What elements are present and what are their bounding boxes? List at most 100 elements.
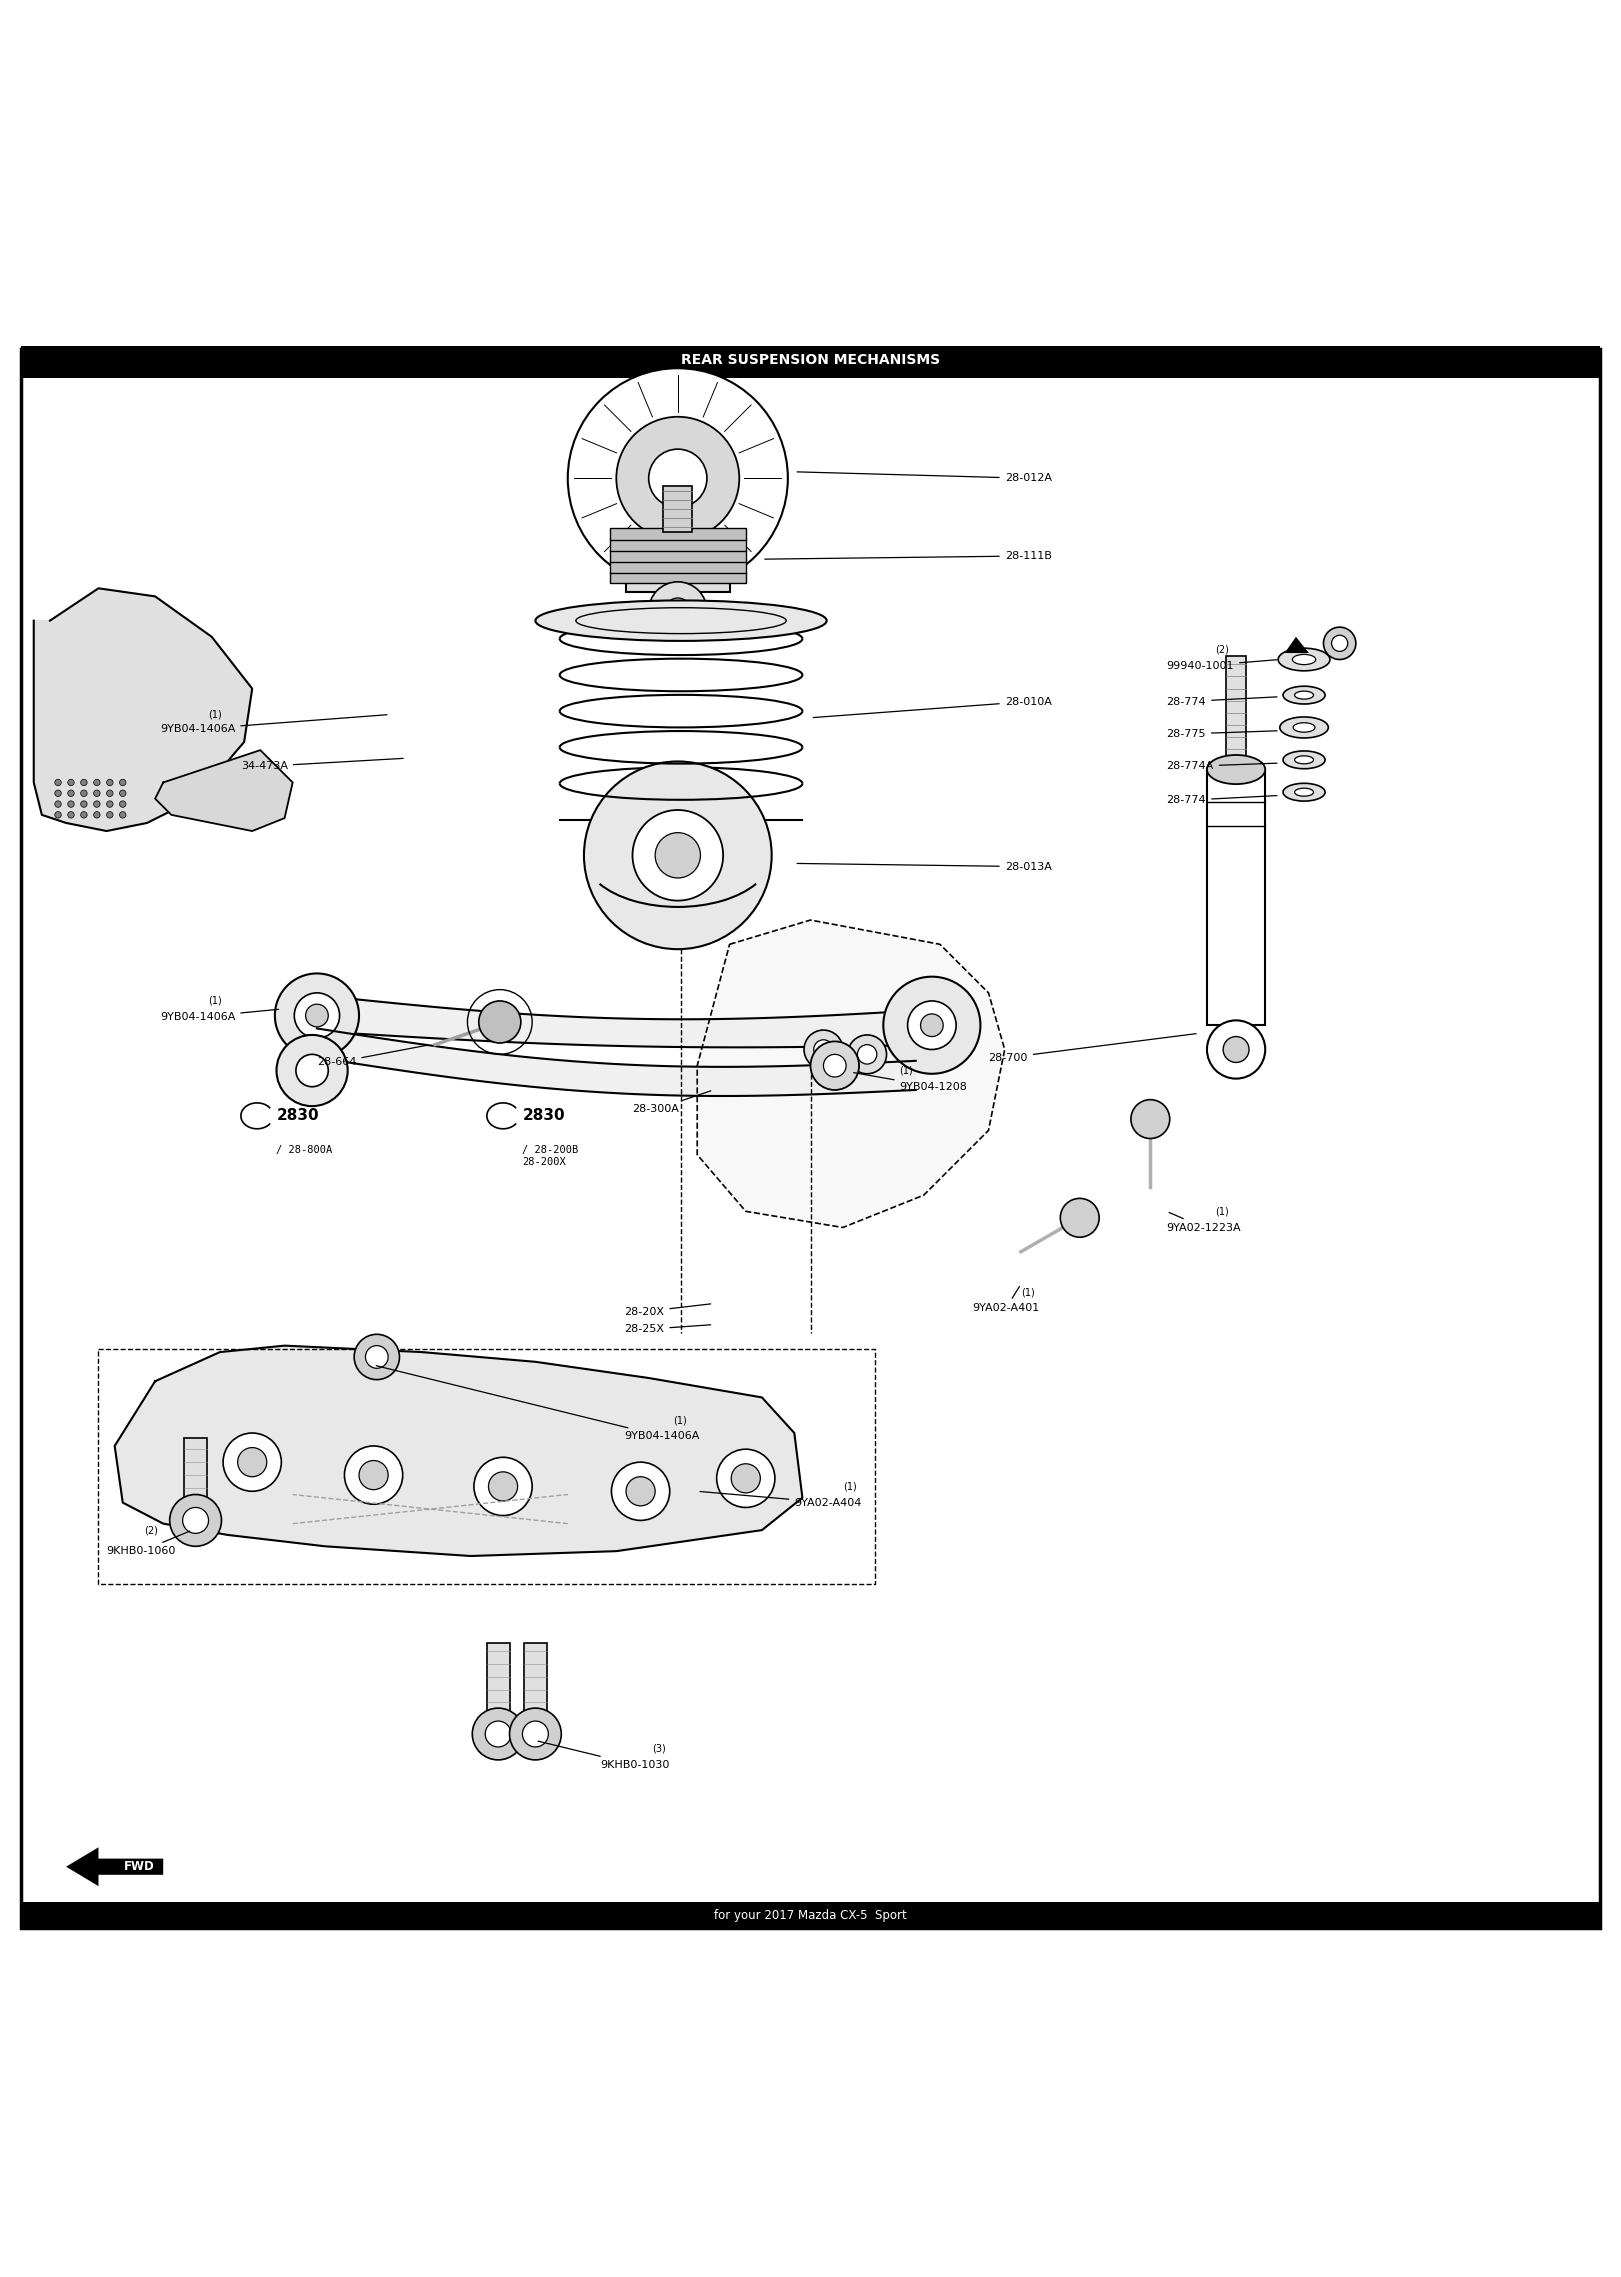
Text: (3): (3)	[652, 1744, 666, 1753]
Circle shape	[81, 802, 88, 808]
Text: 34-473A: 34-473A	[242, 758, 404, 772]
Circle shape	[908, 1002, 956, 1050]
Circle shape	[365, 1346, 387, 1368]
Circle shape	[120, 802, 126, 808]
Text: (1): (1)	[673, 1414, 687, 1425]
FancyBboxPatch shape	[524, 1644, 546, 1733]
Circle shape	[848, 1036, 887, 1075]
Circle shape	[1060, 1198, 1099, 1236]
Text: 28-664: 28-664	[318, 1045, 428, 1068]
Circle shape	[648, 583, 707, 640]
Polygon shape	[1284, 638, 1308, 653]
Circle shape	[648, 449, 707, 508]
Text: 28-013A: 28-013A	[798, 861, 1052, 872]
Circle shape	[344, 1446, 402, 1505]
FancyBboxPatch shape	[21, 348, 1600, 1929]
Text: 28-774: 28-774	[1167, 697, 1277, 706]
Text: / 28-800A: / 28-800A	[277, 1145, 332, 1154]
Circle shape	[107, 779, 113, 786]
Circle shape	[478, 1002, 520, 1043]
Text: 28-775: 28-775	[1167, 729, 1277, 740]
Ellipse shape	[1292, 653, 1316, 665]
Circle shape	[94, 802, 101, 808]
Circle shape	[810, 1041, 859, 1091]
Circle shape	[94, 790, 101, 797]
Text: (1): (1)	[1021, 1287, 1034, 1298]
FancyBboxPatch shape	[21, 346, 1600, 378]
Circle shape	[94, 779, 101, 786]
Text: 99940-1001: 99940-1001	[1167, 660, 1277, 672]
Polygon shape	[115, 1346, 802, 1555]
Polygon shape	[326, 995, 940, 1047]
FancyBboxPatch shape	[609, 560, 746, 572]
Circle shape	[81, 790, 88, 797]
FancyBboxPatch shape	[609, 572, 746, 583]
Circle shape	[632, 811, 723, 902]
Text: 9KHB0-1060: 9KHB0-1060	[107, 1530, 190, 1555]
Text: 28-20X: 28-20X	[624, 1305, 710, 1316]
Ellipse shape	[1295, 756, 1313, 763]
Circle shape	[68, 811, 75, 817]
Circle shape	[616, 417, 739, 540]
Text: 9YB04-1406A: 9YB04-1406A	[160, 715, 387, 733]
Text: 9YA02-1223A: 9YA02-1223A	[1167, 1211, 1242, 1232]
Text: 9YA02-A404: 9YA02-A404	[700, 1491, 862, 1507]
Circle shape	[473, 1457, 532, 1516]
Polygon shape	[156, 749, 293, 831]
Text: 28-111B: 28-111B	[765, 551, 1052, 560]
FancyBboxPatch shape	[486, 1644, 509, 1733]
Circle shape	[81, 811, 88, 817]
Text: REAR SUSPENSION MECHANISMS: REAR SUSPENSION MECHANISMS	[681, 353, 940, 367]
Circle shape	[485, 1721, 511, 1746]
Text: 28-012A: 28-012A	[798, 471, 1052, 483]
Text: (2): (2)	[1216, 644, 1229, 656]
FancyBboxPatch shape	[609, 540, 746, 551]
Text: / 28-200B
28-200X: / 28-200B 28-200X	[522, 1145, 579, 1166]
Text: (1): (1)	[843, 1482, 856, 1491]
Circle shape	[472, 1708, 524, 1760]
FancyBboxPatch shape	[609, 528, 746, 540]
Text: 9YB04-1208: 9YB04-1208	[854, 1072, 968, 1091]
Polygon shape	[66, 1847, 164, 1885]
Ellipse shape	[1282, 783, 1324, 802]
Circle shape	[120, 790, 126, 797]
Polygon shape	[318, 1029, 916, 1095]
Circle shape	[107, 811, 113, 817]
Circle shape	[731, 1464, 760, 1494]
Circle shape	[1323, 626, 1355, 660]
Ellipse shape	[535, 601, 827, 640]
Circle shape	[277, 1036, 347, 1107]
Circle shape	[238, 1448, 267, 1478]
Circle shape	[823, 1054, 846, 1077]
Text: 2830: 2830	[277, 1109, 319, 1123]
Circle shape	[68, 779, 75, 786]
Text: 28-25X: 28-25X	[624, 1325, 710, 1334]
FancyBboxPatch shape	[1208, 770, 1266, 1025]
Polygon shape	[34, 587, 253, 831]
Circle shape	[55, 802, 62, 808]
Text: 9YB04-1406A: 9YB04-1406A	[160, 1009, 279, 1022]
FancyBboxPatch shape	[609, 551, 746, 562]
Text: 28-700: 28-700	[989, 1034, 1196, 1063]
Ellipse shape	[1282, 751, 1324, 770]
Circle shape	[1131, 1100, 1170, 1138]
Circle shape	[921, 1013, 943, 1036]
Ellipse shape	[1281, 717, 1328, 738]
Circle shape	[81, 779, 88, 786]
Circle shape	[353, 1334, 399, 1380]
Circle shape	[584, 761, 772, 950]
Circle shape	[522, 1721, 548, 1746]
Circle shape	[626, 1478, 655, 1505]
Text: 9KHB0-1030: 9KHB0-1030	[538, 1742, 669, 1769]
Circle shape	[804, 1029, 843, 1068]
Text: FWD: FWD	[123, 1860, 154, 1874]
Circle shape	[509, 1708, 561, 1760]
FancyBboxPatch shape	[1227, 656, 1247, 770]
Circle shape	[68, 790, 75, 797]
Text: 28-010A: 28-010A	[814, 697, 1052, 717]
Text: (2): (2)	[144, 1526, 157, 1535]
Circle shape	[94, 811, 101, 817]
Text: (1): (1)	[1216, 1207, 1229, 1216]
Ellipse shape	[1279, 649, 1329, 672]
Circle shape	[120, 779, 126, 786]
